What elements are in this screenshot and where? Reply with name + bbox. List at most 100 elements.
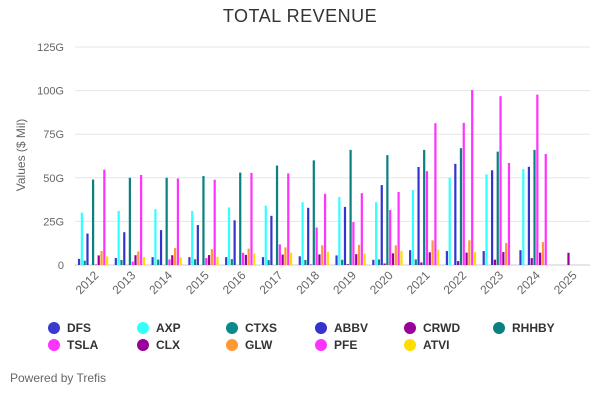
bar-rhhby-2023[interactable] [496,151,499,265]
bar-dfs-2013[interactable] [114,258,117,265]
bar-tsla-2022[interactable] [462,122,465,265]
bar-axp-2018[interactable] [301,202,304,265]
bar-tsla-2023[interactable] [499,96,502,266]
bar-glw-2020[interactable] [394,245,397,265]
bar-tsla-2012[interactable] [94,264,98,265]
legend-item-pfe[interactable]: PFE [315,337,404,352]
bar-ctxs-2021[interactable] [414,259,417,265]
bar-abbv-2018[interactable] [307,207,310,265]
bar-atvi-2016[interactable] [253,253,256,265]
legend-item-axp[interactable]: AXP [137,320,226,335]
bar-pfe-2020[interactable] [397,191,400,265]
bar-atvi-2015[interactable] [216,256,219,265]
bar-glw-2019[interactable] [357,244,361,265]
bar-pfe-2013[interactable] [140,175,143,265]
bar-abbv-2024[interactable] [527,166,531,265]
bar-dfs-2012[interactable] [77,258,81,265]
bar-atvi-2021[interactable] [437,249,440,265]
bar-axp-2017[interactable] [264,205,267,265]
bar-tsla-2024[interactable] [536,94,539,265]
bar-pfe-2024[interactable] [544,154,547,265]
legend-item-dfs[interactable]: DFS [48,320,137,335]
bar-pfe-2018[interactable] [323,193,327,265]
bar-axp-2020[interactable] [375,202,378,265]
bar-glw-2021[interactable] [431,240,434,265]
bar-dfs-2023[interactable] [482,251,485,265]
bar-tsla-2014[interactable] [168,259,171,265]
bar-abbv-2020[interactable] [380,185,383,265]
bar-atvi-2022[interactable] [473,251,477,265]
bar-tsla-2017[interactable] [278,244,281,265]
bar-dfs-2021[interactable] [409,250,412,265]
bar-clx-2023[interactable] [502,252,505,265]
legend-item-tsla[interactable]: TSLA [48,337,137,352]
bar-ctxs-2016[interactable] [230,259,233,265]
bar-ctxs-2015[interactable] [193,259,197,265]
bar-atvi-2019[interactable] [363,253,366,265]
legend-item-clx[interactable]: CLX [137,337,226,352]
bar-abbv-2015[interactable] [196,225,199,265]
bar-axp-2019[interactable] [338,196,341,265]
bar-ctxs-2019[interactable] [341,259,344,265]
bar-rhhby-2012[interactable] [91,179,95,265]
bar-clx-2019[interactable] [355,254,358,265]
bar-clx-2015[interactable] [207,255,211,265]
bar-clx-2014[interactable] [171,255,174,265]
bar-dfs-2019[interactable] [335,255,338,265]
bar-glw-2023[interactable] [505,243,508,265]
bar-axp-2016[interactable] [227,207,231,265]
bar-axp-2012[interactable] [80,212,83,265]
bar-abbv-2013[interactable] [123,232,126,265]
bar-glw-2024[interactable] [541,242,545,265]
bar-crwd-2023[interactable] [493,259,497,265]
bar-glw-2018[interactable] [321,245,324,265]
bar-ctxs-2018[interactable] [304,259,307,265]
bar-glw-2012[interactable] [100,251,103,265]
bar-clx-2012[interactable] [97,255,100,265]
bar-pfe-2019[interactable] [360,193,363,265]
bar-dfs-2022[interactable] [445,251,449,265]
bar-atvi-2012[interactable] [106,256,109,265]
bar-clx-2021[interactable] [428,252,431,265]
bar-abbv-2012[interactable] [86,233,89,265]
bar-clx-2017[interactable] [281,254,284,265]
bar-pfe-2012[interactable] [103,169,106,265]
bar-dfs-2024[interactable] [519,250,522,265]
bar-abbv-2023[interactable] [491,170,494,265]
bar-axp-2022[interactable] [448,177,451,265]
bar-rhhby-2021[interactable] [423,149,426,265]
legend-item-atvi[interactable]: ATVI [404,337,493,352]
bar-axp-2015[interactable] [191,210,194,265]
bar-pfe-2022[interactable] [471,90,474,265]
bar-atvi-2017[interactable] [289,252,293,265]
bar-dfs-2015[interactable] [188,257,191,265]
bar-tsla-2021[interactable] [425,171,429,265]
bar-abbv-2019[interactable] [343,206,347,265]
bar-glw-2015[interactable] [210,249,213,265]
bar-pfe-2015[interactable] [213,179,216,265]
bar-rhhby-2020[interactable] [386,155,389,265]
bar-dfs-2020[interactable] [372,259,375,265]
bar-tsla-2013[interactable] [131,261,134,265]
bar-clx-2022[interactable] [465,252,468,265]
bar-rhhby-2013[interactable] [128,177,131,265]
bar-dfs-2017[interactable] [261,257,265,265]
bar-ctxs-2013[interactable] [120,259,123,265]
bar-dfs-2016[interactable] [225,257,228,265]
bar-axp-2023[interactable] [485,174,488,265]
bar-atvi-2014[interactable] [179,257,182,265]
bar-abbv-2022[interactable] [454,163,457,265]
bar-ctxs-2020[interactable] [377,259,381,265]
bar-crwd-2025[interactable] [567,252,570,265]
legend-item-rhhby[interactable]: RHHBY [493,320,582,335]
bar-tsla-2016[interactable] [241,252,245,265]
bar-rhhby-2014[interactable] [165,177,168,265]
bar-axp-2021[interactable] [411,190,415,265]
bar-ctxs-2017[interactable] [267,260,270,265]
bar-crwd-2019[interactable] [346,264,349,265]
legend-item-crwd[interactable]: CRWD [404,320,493,335]
bar-abbv-2016[interactable] [233,220,236,265]
bar-dfs-2018[interactable] [298,256,301,265]
bar-rhhby-2018[interactable] [312,160,315,265]
bar-clx-2018[interactable] [318,254,321,265]
